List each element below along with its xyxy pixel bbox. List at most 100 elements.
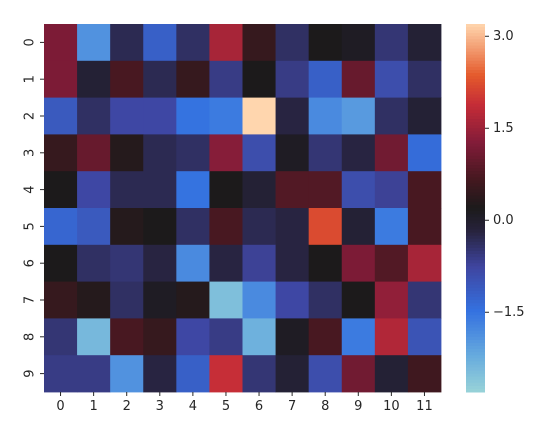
heatmap-cell-4-4 xyxy=(176,171,210,209)
colorbar-tick-label: −1.5 xyxy=(493,305,525,320)
colorbar-swatch xyxy=(466,45,485,50)
colorbar-swatch xyxy=(466,214,485,218)
colorbar-swatch xyxy=(466,79,485,83)
heatmap-cell-2-0 xyxy=(44,97,78,135)
heatmap-cell-0-8 xyxy=(308,24,343,62)
heatmap-cell-5-11 xyxy=(407,208,442,246)
colorbar-swatch xyxy=(466,109,485,114)
heatmap-cell-6-3 xyxy=(143,244,177,282)
colorbar-swatch xyxy=(466,257,485,261)
y-tick-label: 0 xyxy=(23,38,38,46)
heatmap-cell-3-10 xyxy=(374,134,409,172)
colorbar-swatch xyxy=(466,112,485,117)
heatmap-cell-2-2 xyxy=(110,97,144,135)
heatmap-cell-3-11 xyxy=(407,134,442,172)
heatmap-cell-8-10 xyxy=(374,318,409,356)
colorbar-swatch xyxy=(466,349,485,353)
heatmap-cell-2-1 xyxy=(77,97,111,135)
x-tick-label: 9 xyxy=(354,399,362,414)
colorbar-swatch xyxy=(466,287,485,292)
heatmap-cell-2-8 xyxy=(308,97,343,135)
colorbar-swatch xyxy=(466,27,485,31)
y-tick-label: 6 xyxy=(23,259,38,267)
heatmap-cell-6-10 xyxy=(374,244,409,282)
x-tick-label: 11 xyxy=(416,399,433,414)
heatmap-cell-5-1 xyxy=(77,208,111,246)
colorbar-swatch xyxy=(466,388,485,393)
heatmap-cell-2-3 xyxy=(143,97,177,135)
heatmap-cell-3-1 xyxy=(77,134,111,172)
colorbar-swatch xyxy=(466,54,485,59)
colorbar-swatch xyxy=(466,94,485,99)
colorbar-swatch xyxy=(466,303,485,307)
colorbar-swatch xyxy=(466,204,485,209)
colorbar-swatch xyxy=(466,385,485,390)
heatmap-cell-2-5 xyxy=(209,97,243,135)
heatmap-cell-7-5 xyxy=(209,281,243,319)
heatmap-cell-0-5 xyxy=(209,24,243,62)
heatmap-cell-6-5 xyxy=(209,244,243,282)
colorbar-swatch xyxy=(466,134,485,138)
y-tick-label: 2 xyxy=(23,112,38,120)
heatmap-cell-4-3 xyxy=(143,171,177,209)
heatmap-cell-7-3 xyxy=(143,281,177,319)
heatmap-cell-5-10 xyxy=(374,208,409,246)
colorbar-swatch xyxy=(466,88,485,92)
colorbar-swatch xyxy=(466,232,485,237)
colorbar-swatch xyxy=(466,128,485,132)
colorbar-swatch xyxy=(466,137,485,142)
heatmap-cell-1-2 xyxy=(110,60,144,98)
heatmap-cell-6-4 xyxy=(176,244,210,282)
colorbar-swatch xyxy=(466,192,485,197)
colorbar-swatch xyxy=(466,358,485,362)
colorbar-swatch xyxy=(466,217,485,221)
colorbar-swatch xyxy=(466,235,485,240)
x-tick-label: 3 xyxy=(156,399,164,414)
colorbar-swatch xyxy=(466,290,485,295)
colorbar-swatch xyxy=(466,91,485,96)
heatmap-cell-2-11 xyxy=(407,97,442,135)
colorbar-swatch xyxy=(466,201,485,206)
colorbar-swatch xyxy=(466,171,485,175)
colorbar-swatch xyxy=(466,122,485,126)
x-tick-label: 8 xyxy=(321,399,329,414)
colorbar-swatch xyxy=(466,342,485,347)
colorbar-tick-label: 1.5 xyxy=(493,121,514,136)
x-tick-label: 7 xyxy=(288,399,296,414)
heatmap-cell-8-11 xyxy=(407,318,442,356)
heatmap-cell-8-4 xyxy=(176,318,210,356)
colorbar-swatch xyxy=(466,223,485,227)
x-tick-label: 5 xyxy=(222,399,230,414)
heatmap-cell-6-0 xyxy=(44,244,78,282)
colorbar-swatch xyxy=(466,63,485,68)
colorbar-swatch xyxy=(466,48,485,53)
heatmap-cell-1-8 xyxy=(308,60,343,98)
heatmap-cell-7-9 xyxy=(341,281,376,319)
colorbar-swatch xyxy=(466,339,485,344)
heatmap-cell-9-4 xyxy=(176,355,210,393)
colorbar-swatch xyxy=(466,131,485,135)
heatmap-cell-1-11 xyxy=(407,60,442,98)
colorbar-swatch xyxy=(466,60,485,65)
heatmap-cell-6-6 xyxy=(242,244,276,282)
colorbar-swatch xyxy=(466,324,485,329)
colorbar-swatch xyxy=(466,269,485,273)
colorbar-swatch xyxy=(466,293,485,298)
colorbar-swatch xyxy=(466,266,485,270)
colorbar-swatch xyxy=(466,260,485,264)
heatmap-cell-4-10 xyxy=(374,171,409,209)
heatmap-cell-0-0 xyxy=(44,24,78,62)
colorbar-swatch xyxy=(466,379,485,384)
colorbar-swatch xyxy=(466,177,485,181)
colorbar-swatch xyxy=(466,140,485,145)
heatmap-cell-3-4 xyxy=(176,134,210,172)
y-tick-label: 8 xyxy=(23,333,38,341)
colorbar-swatch xyxy=(466,226,485,230)
heatmap-cell-4-0 xyxy=(44,171,78,209)
heatmap-cell-3-8 xyxy=(308,134,343,172)
colorbar-swatch xyxy=(466,165,485,169)
heatmap-cell-3-2 xyxy=(110,134,144,172)
y-axis: 0 1 2 3 4 5 6 7 8 9 xyxy=(23,38,44,378)
heatmap-cell-9-11 xyxy=(407,355,442,393)
heatmap-cell-1-5 xyxy=(209,60,243,98)
